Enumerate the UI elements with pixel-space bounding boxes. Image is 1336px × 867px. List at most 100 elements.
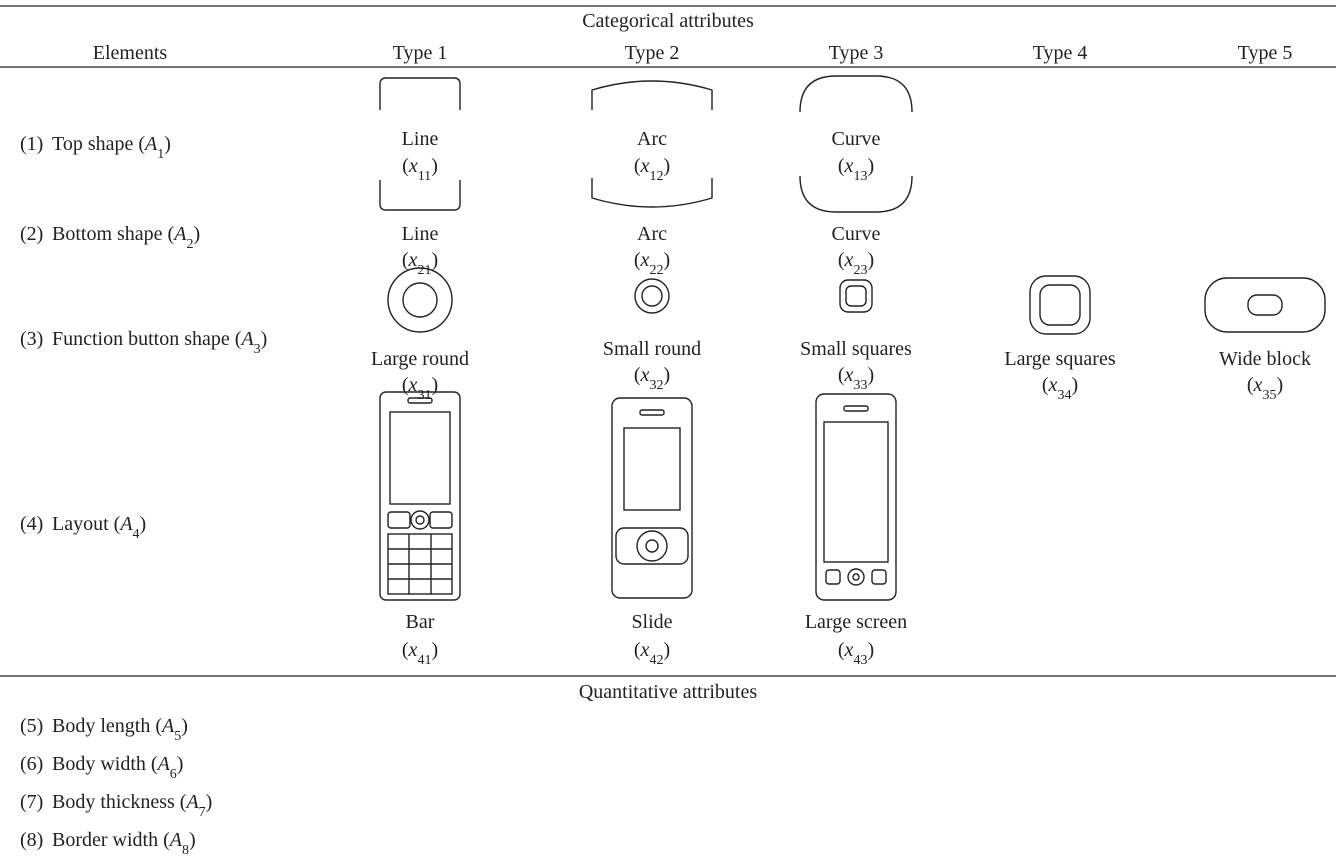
label-part: ) (181, 715, 188, 737)
label-part: Border width ( (52, 829, 170, 851)
label-part: ( (1247, 374, 1254, 396)
type-code: (x33) (838, 364, 874, 393)
label-part: 8 (182, 843, 189, 858)
row-label: Top shape (A1) (52, 133, 171, 162)
type-code: (x41) (402, 639, 438, 668)
label-part: A (118, 513, 133, 535)
label-part: ) (663, 639, 670, 661)
label-part: ( (634, 155, 641, 177)
label-part: 2 (186, 237, 193, 252)
label-part: x (408, 374, 418, 396)
column-header: Elements (93, 42, 168, 64)
label-part: x (844, 639, 854, 661)
row-number: (1) (20, 133, 43, 155)
type-code: (x43) (838, 639, 874, 668)
row-number: (5) (20, 715, 43, 737)
label-part: 33 (853, 378, 867, 393)
label-part: 6 (170, 767, 177, 782)
label-part: ( (838, 249, 845, 271)
label-part: A (184, 791, 199, 813)
label-part: Body width ( (52, 753, 158, 775)
type-name: Arc (637, 223, 667, 245)
type-code: (x31) (402, 374, 438, 403)
label-part: ) (431, 155, 438, 177)
type-name: Line (402, 223, 439, 245)
row-label: Body thickness (A7) (52, 791, 212, 820)
label-part: ( (838, 364, 845, 386)
label-part: A (172, 223, 187, 245)
label-part: 11 (418, 169, 431, 184)
column-header: Type 5 (1238, 42, 1293, 64)
type-name: Small round (603, 338, 701, 360)
label-part: ( (838, 155, 845, 177)
label-part: 13 (853, 169, 867, 184)
label-part: Layout ( (52, 513, 121, 535)
label-part: ) (189, 829, 196, 851)
type-name: Bar (406, 611, 435, 633)
label-part: A (156, 753, 171, 775)
label-part: x (1048, 374, 1058, 396)
label-part: 31 (417, 388, 431, 403)
type-name: Wide block (1219, 348, 1311, 370)
section-title: Categorical attributes (582, 10, 754, 32)
row-label: Body width (A6) (52, 753, 183, 782)
type-name: Small squares (800, 338, 912, 360)
row-label: Function button shape (A3) (52, 328, 267, 357)
row-label: Body length (A5) (52, 715, 188, 744)
label-part: ) (206, 791, 213, 813)
label-part: A (239, 328, 254, 350)
type-name: Large squares (1004, 348, 1115, 370)
label-part: A (160, 715, 175, 737)
row-label: Bottom shape (A2) (52, 223, 200, 252)
label-part: ( (402, 155, 409, 177)
row-number: (7) (20, 791, 43, 813)
type-name: Line (402, 128, 439, 150)
label-part: ) (431, 249, 438, 271)
label-part: ( (634, 639, 641, 661)
label-part: A (143, 133, 158, 155)
label-part: A (168, 829, 183, 851)
label-part: ) (261, 328, 268, 350)
label-part: Bottom shape ( (52, 223, 175, 245)
label-part: 3 (254, 342, 261, 357)
type-code: (x23) (838, 249, 874, 278)
label-part: ) (663, 364, 670, 386)
type-code: (x12) (634, 155, 670, 184)
label-part: ) (431, 374, 438, 396)
label-part: 42 (649, 653, 663, 668)
label-part: ) (164, 133, 171, 155)
label-part: 4 (133, 527, 140, 542)
label-part: Body length ( (52, 715, 162, 737)
type-code: (x32) (634, 364, 670, 393)
type-code: (x11) (402, 155, 438, 184)
label-part: ) (177, 753, 184, 775)
label-part: ) (867, 364, 874, 386)
type-name: Slide (631, 611, 672, 633)
label-part: x (640, 155, 650, 177)
icons (379, 75, 1326, 601)
label-part: x (640, 639, 650, 661)
label-part: x (844, 249, 854, 271)
label-part: x (844, 155, 854, 177)
label-part: ) (663, 155, 670, 177)
label-part: ( (402, 639, 409, 661)
label-part: 1 (157, 147, 164, 162)
type-code: (x21) (402, 249, 438, 278)
row-number: (4) (20, 513, 43, 535)
label-part: ( (402, 374, 409, 396)
label-part: x (640, 364, 650, 386)
label-part: 32 (649, 378, 663, 393)
label-part: ) (867, 639, 874, 661)
column-header: Type 2 (625, 42, 680, 64)
label-part: 5 (174, 729, 181, 744)
row-number: (2) (20, 223, 43, 245)
label-part: x (844, 364, 854, 386)
label-part: ) (140, 513, 147, 535)
row-label: Border width (A8) (52, 829, 196, 858)
row-number: (3) (20, 328, 43, 350)
label-part: ) (1071, 374, 1078, 396)
label-part: 41 (417, 653, 431, 668)
label-part: 43 (853, 653, 867, 668)
label-part: 34 (1057, 388, 1071, 403)
